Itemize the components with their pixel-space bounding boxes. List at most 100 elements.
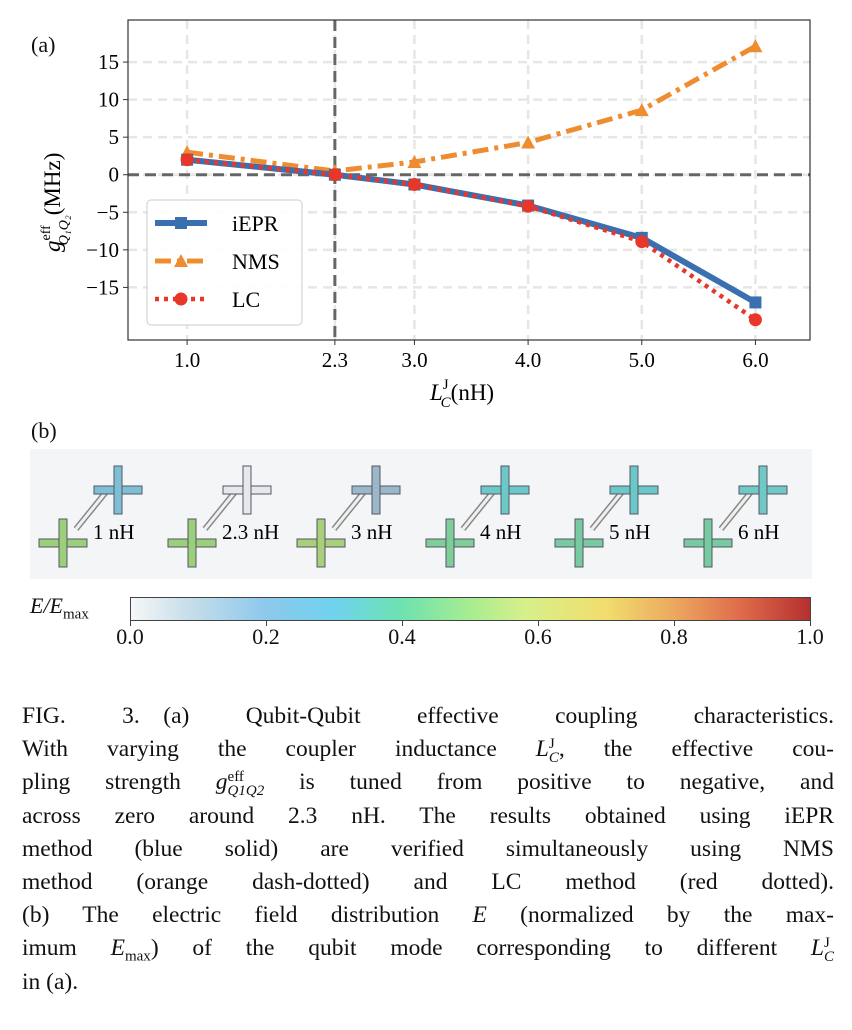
colorbar-tick-label: 1.0 <box>796 624 824 649</box>
inductance-label: 6 nH <box>738 520 779 544</box>
caption-text: ) of the qubit mode corresponding to dif… <box>150 935 811 962</box>
cross-center <box>447 540 453 546</box>
legend-marker-nms <box>174 254 188 267</box>
cross-center <box>502 487 508 493</box>
cross-center <box>373 487 379 493</box>
qubit-pair: 1 nH <box>38 465 143 568</box>
qubit-lower <box>683 518 733 568</box>
qubit-lower <box>167 518 217 568</box>
legend-marker-lc <box>174 292 188 306</box>
x-tick-label: 5.0 <box>629 348 655 372</box>
series-line-nms <box>186 44 757 174</box>
caption-line: method (blue solid) are verified simulta… <box>22 833 834 866</box>
y-tick-label: 5 <box>109 125 120 149</box>
caption-line: (b) The electric field distribution E (n… <box>22 899 834 932</box>
inductance-label: 1 nH <box>93 520 134 544</box>
data-point-lc <box>635 235 649 249</box>
data-point-lc <box>180 153 194 167</box>
caption-text: imum <box>22 935 111 962</box>
inductance-label: 2.3 nH <box>222 520 279 544</box>
qubit-upper <box>351 465 401 515</box>
caption-text: , the effective cou- <box>558 736 834 763</box>
legend-label-lc: LC <box>232 287 260 312</box>
colorbar <box>130 597 811 621</box>
series-lc <box>180 153 762 327</box>
colorbar-tick <box>402 621 403 626</box>
qubit-pair: 4 nH <box>425 465 530 568</box>
caption-math: g eff Q1Q2 <box>215 768 265 799</box>
caption-text: With varying the coupler inductance <box>22 736 536 763</box>
caption-math: Emax <box>110 935 151 965</box>
data-point-nms <box>521 135 536 149</box>
qubit-upper <box>93 465 143 515</box>
colorbar-label: E/Emax <box>30 593 89 623</box>
qubit-lower <box>38 518 88 568</box>
colorbar-tick <box>810 621 811 626</box>
legend-label-iepr: iEPR <box>232 211 279 236</box>
qubit-pair: 2.3 nH <box>167 465 279 568</box>
y-tick-label: 10 <box>98 88 119 112</box>
colorbar-tick <box>266 621 267 626</box>
legend-marker-iepr <box>175 217 187 229</box>
x-tick-label: 1.0 <box>174 348 200 372</box>
y-axis-label: geff Q₁Q₂(MHz) <box>39 153 72 252</box>
plot-frame <box>127 19 811 341</box>
caption-text: in (a). <box>22 968 79 995</box>
data-point-nms <box>407 154 422 168</box>
caption-text: method (orange dash-dotted) and LC metho… <box>22 868 834 895</box>
legend-label-nms: NMS <box>232 249 280 274</box>
qubit-pair: 5 nH <box>554 465 659 568</box>
cross-center <box>318 540 324 546</box>
y-tick-label: −15 <box>86 275 119 299</box>
qubit-lower <box>554 518 604 568</box>
colorbar-tick-label: 0.8 <box>660 624 688 649</box>
y-tick-label: 15 <box>98 50 119 74</box>
cross-center <box>760 487 766 493</box>
caption-text: (normalized by the max- <box>486 902 834 929</box>
qubit-upper <box>222 465 272 515</box>
panel-b-label: (b) <box>31 418 57 443</box>
colorbar-tick-label: 0.4 <box>388 624 416 649</box>
x-tick-label: 3.0 <box>401 348 427 372</box>
colorbar-tick-label: 0.2 <box>252 624 280 649</box>
x-tick-label: 4.0 <box>515 348 541 372</box>
cross-center <box>115 487 121 493</box>
data-point-iepr <box>749 296 762 309</box>
cross-center <box>631 487 637 493</box>
qubit-upper <box>738 465 788 515</box>
legend-box <box>146 199 303 326</box>
y-tick-label: −5 <box>97 200 119 224</box>
electric-field-map: 1 nH 2.3 nH 3 nH 4 nH 5 nH 6 nH <box>30 449 812 579</box>
inductance-label: 3 nH <box>351 520 392 544</box>
colorbar-tick <box>674 621 675 626</box>
coupling-chart: 1.0 2.3 3.0 4.0 5.0 6.0 15 10 5 0 −5 −10 −15 LJ C(nH) g… <box>39 19 811 411</box>
colorbar-tick-label: 0.6 <box>524 624 552 649</box>
y-tick-label: 0 <box>109 163 120 187</box>
caption-line: pling strength g eff Q1Q2 is tuned from po… <box>22 766 834 799</box>
cross-center <box>705 540 711 546</box>
caption-text: FIG. 3. (a) Qubit-Qubit effective coupli… <box>22 703 834 729</box>
data-point-nms <box>748 39 763 53</box>
data-point-lc <box>328 168 342 182</box>
data-point-lc <box>748 313 762 327</box>
caption-text: (b) The electric field distribution <box>22 902 473 929</box>
x-tick-label: 2.3 <box>322 348 348 372</box>
caption-line: in (a). <box>22 966 834 999</box>
caption-text: method (blue solid) are verified simulta… <box>22 835 834 862</box>
series-line-iepr <box>186 156 757 306</box>
qubit-pair: 3 nH <box>296 465 401 568</box>
caption-text: pling strength <box>22 769 216 796</box>
data-point-lc <box>407 178 421 192</box>
caption-line: imum Emax) of the qubit mode correspondi… <box>22 932 834 965</box>
cross-center <box>189 540 195 546</box>
inductance-label: 5 nH <box>609 520 650 544</box>
caption-line: FIG. 3. (a) Qubit-Qubit effective coupli… <box>22 700 834 733</box>
figure-caption: FIG. 3. (a) Qubit-Qubit effective coupli… <box>22 700 834 999</box>
series-nms <box>180 39 763 177</box>
x-axis-label: LJ C(nH) <box>429 377 494 411</box>
y-tick-label: −10 <box>86 238 119 262</box>
x-tick-label: 6.0 <box>742 348 768 372</box>
data-point-nms <box>634 103 649 117</box>
